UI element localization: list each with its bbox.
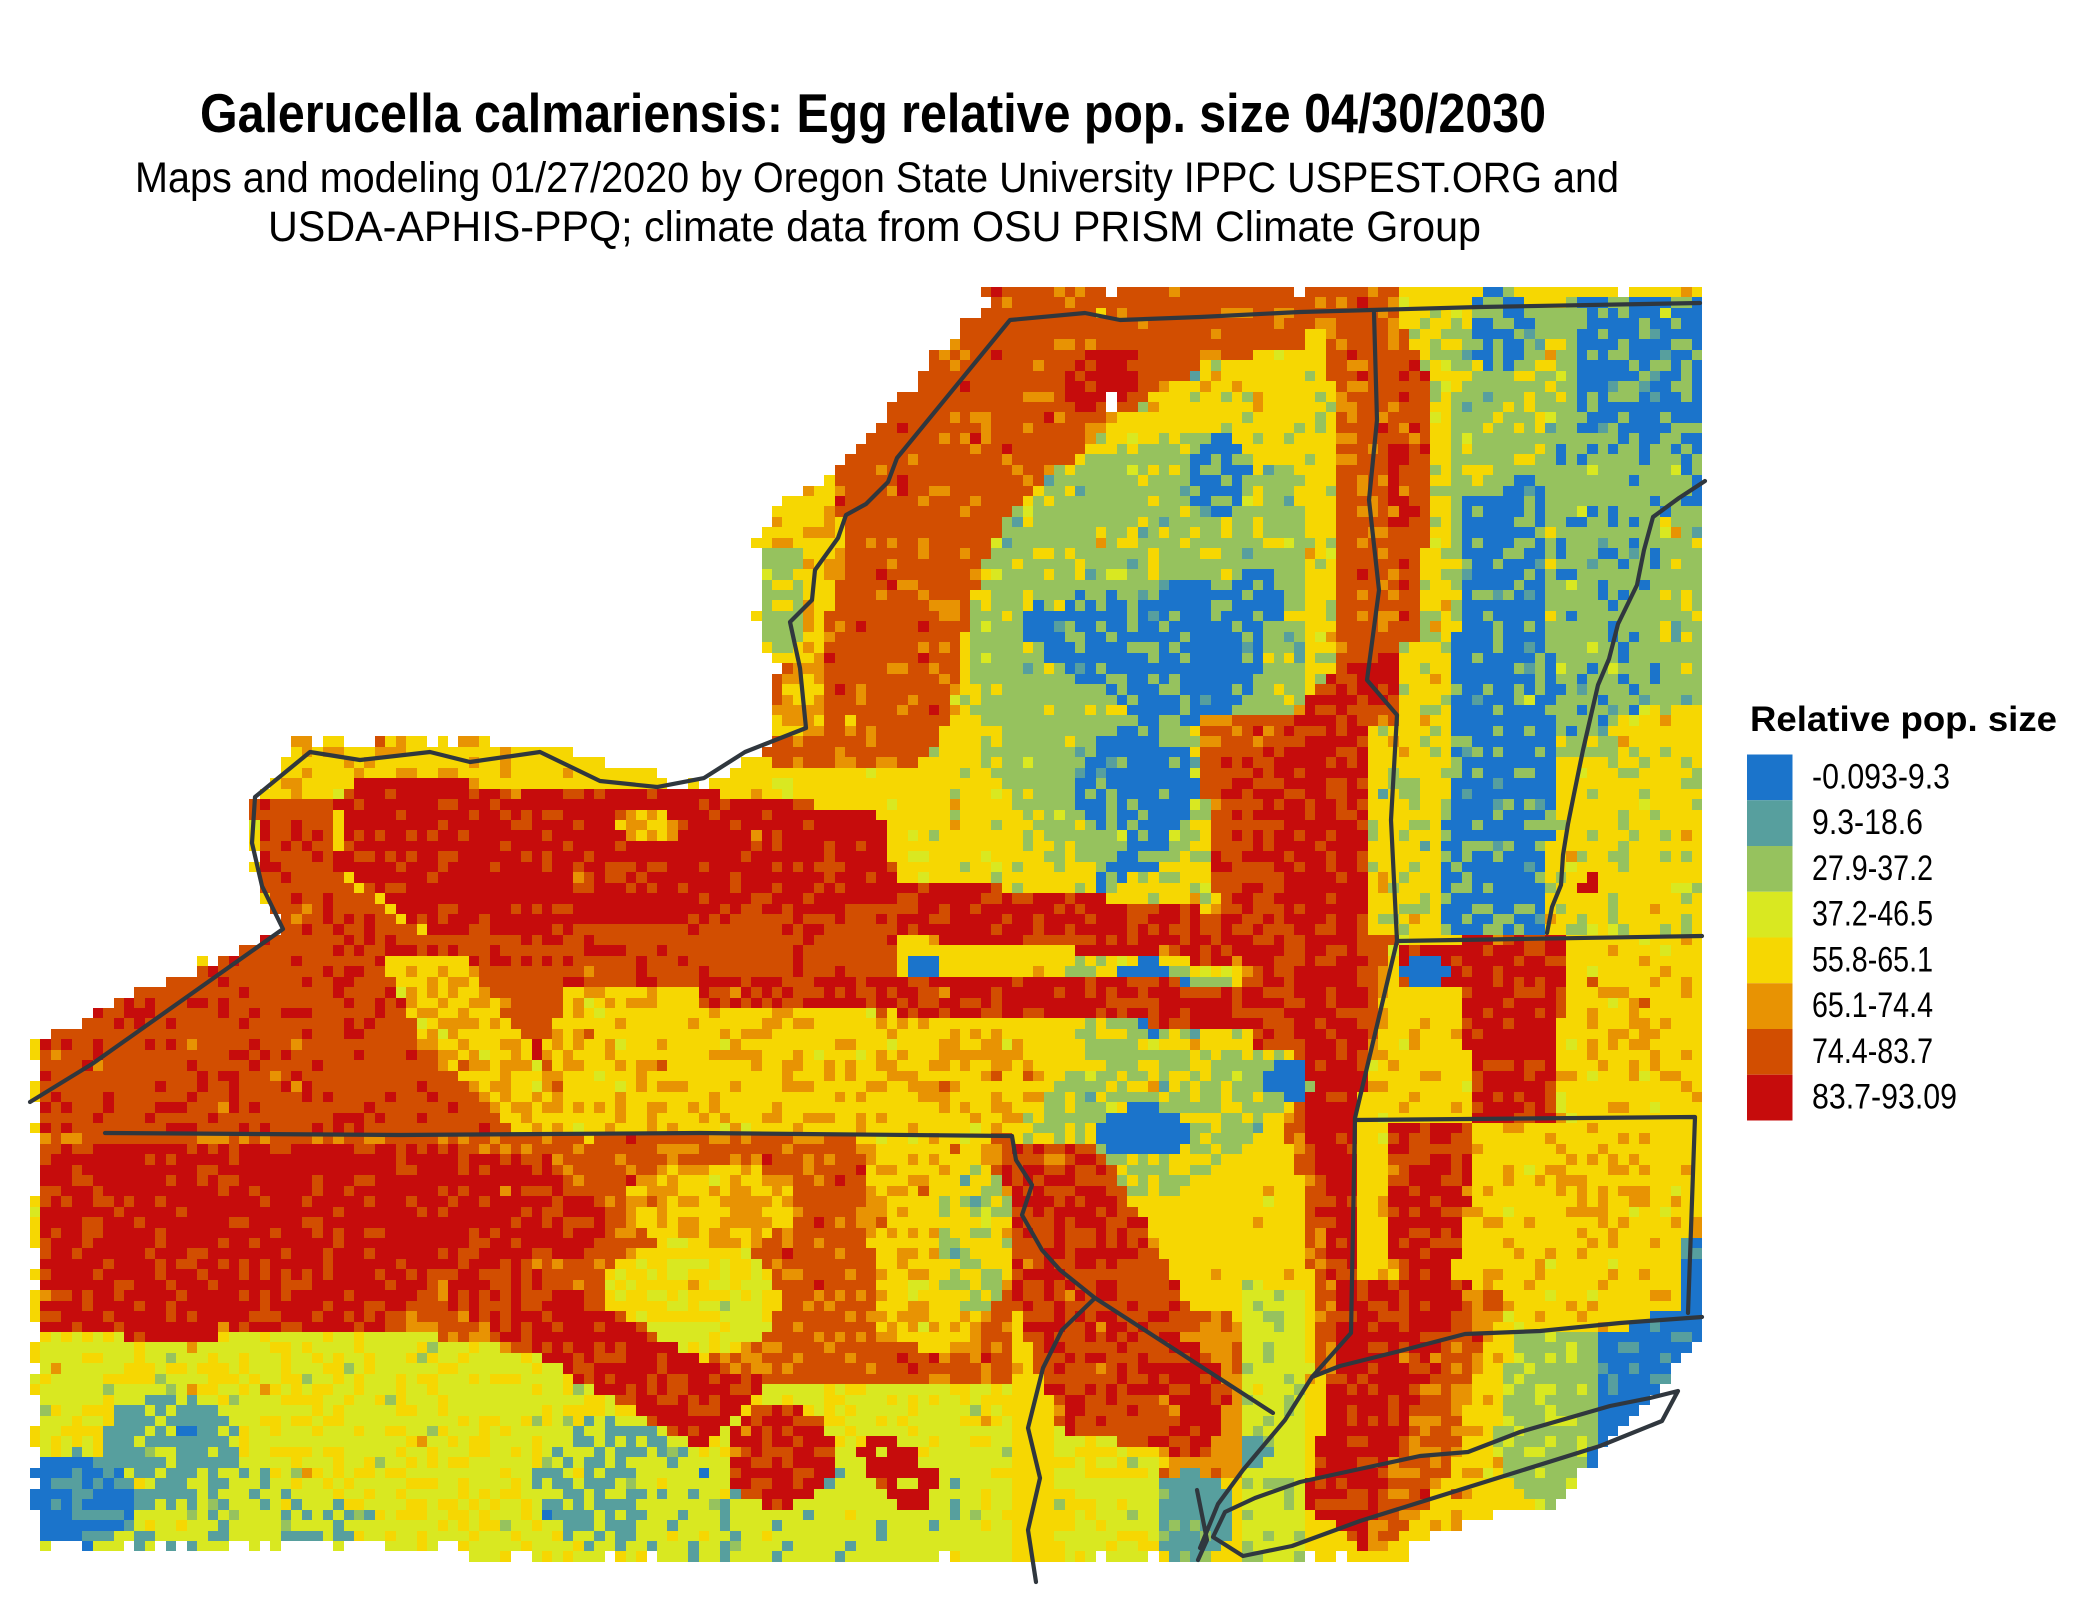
- svg-text:37.2-46.5: 37.2-46.5: [1812, 895, 1933, 934]
- svg-text:-0.093-9.3: -0.093-9.3: [1812, 757, 1950, 796]
- svg-text:Galerucella calmariensis: Egg: Galerucella calmariensis: Egg relative p…: [200, 82, 1546, 144]
- svg-text:27.9-37.2: 27.9-37.2: [1812, 849, 1933, 888]
- svg-text:83.7-93.09: 83.7-93.09: [1812, 1078, 1957, 1117]
- svg-text:Relative pop. size: Relative pop. size: [1750, 700, 2057, 739]
- svg-text:65.1-74.4: 65.1-74.4: [1812, 986, 1933, 1025]
- svg-text:55.8-65.1: 55.8-65.1: [1812, 940, 1933, 979]
- svg-text:74.4-83.7: 74.4-83.7: [1812, 1032, 1933, 1071]
- svg-text:9.3-18.6: 9.3-18.6: [1812, 803, 1923, 842]
- svg-text:Maps and modeling 01/27/2020 b: Maps and modeling 01/27/2020 by Oregon S…: [135, 154, 1619, 202]
- svg-text:USDA-APHIS-PPQ; climate data f: USDA-APHIS-PPQ; climate data from OSU PR…: [268, 203, 1481, 251]
